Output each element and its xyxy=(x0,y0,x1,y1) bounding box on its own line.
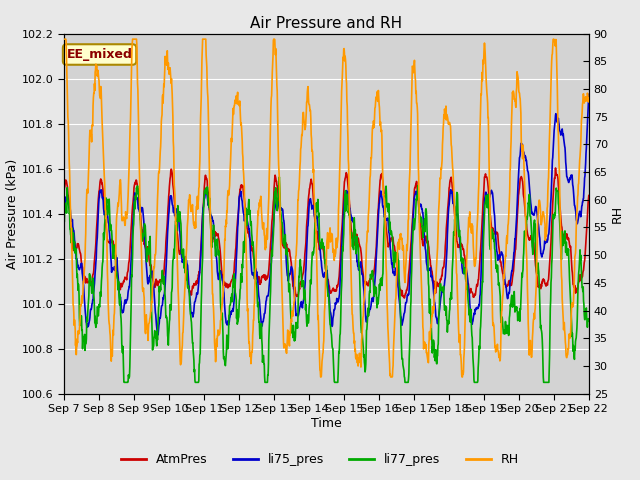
Y-axis label: RH: RH xyxy=(611,204,623,223)
Y-axis label: Air Pressure (kPa): Air Pressure (kPa) xyxy=(6,158,19,269)
X-axis label: Time: Time xyxy=(311,417,342,430)
Title: Air Pressure and RH: Air Pressure and RH xyxy=(250,16,403,31)
Text: EE_mixed: EE_mixed xyxy=(67,48,132,61)
Legend: AtmPres, li75_pres, li77_pres, RH: AtmPres, li75_pres, li77_pres, RH xyxy=(116,448,524,471)
